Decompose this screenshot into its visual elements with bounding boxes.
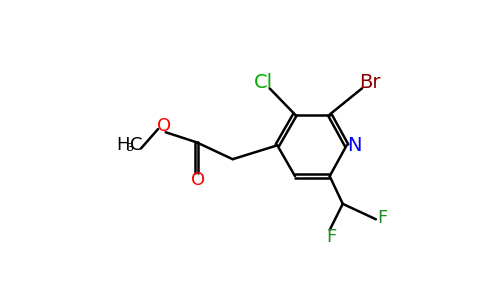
Text: F: F — [326, 228, 336, 246]
Text: H: H — [116, 136, 129, 154]
Text: Cl: Cl — [254, 73, 273, 92]
Text: O: O — [157, 117, 171, 135]
Text: O: O — [191, 171, 205, 189]
Text: N: N — [347, 136, 362, 155]
Text: Br: Br — [359, 73, 380, 92]
Text: C: C — [130, 136, 143, 154]
Text: F: F — [378, 209, 388, 227]
Text: 3: 3 — [126, 143, 133, 153]
